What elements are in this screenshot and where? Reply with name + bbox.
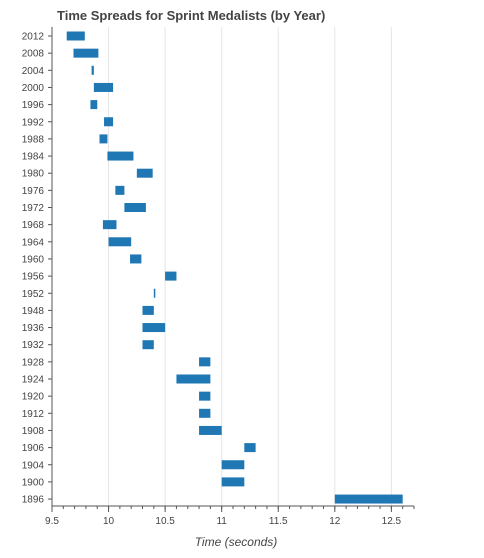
x-tick-label: 11.5 bbox=[269, 516, 288, 527]
bar-1960 bbox=[130, 254, 142, 264]
bar-1988 bbox=[99, 134, 108, 144]
x-tick-label: 10.5 bbox=[155, 516, 175, 527]
bar-1932 bbox=[142, 340, 154, 350]
bar-1912 bbox=[199, 408, 211, 418]
y-tick-label: 1952 bbox=[22, 289, 45, 300]
bar-2000 bbox=[93, 82, 114, 92]
y-tick-label: 2012 bbox=[22, 32, 45, 43]
bar-1948 bbox=[142, 305, 154, 315]
bar-1968 bbox=[102, 220, 117, 230]
bar-1936 bbox=[142, 323, 166, 333]
y-tick-label: 1904 bbox=[22, 460, 45, 471]
bar-1924 bbox=[176, 374, 211, 384]
y-tick-label: 1968 bbox=[22, 220, 45, 231]
y-tick-label: 1936 bbox=[22, 323, 45, 334]
y-tick-label: 1948 bbox=[22, 306, 45, 317]
x-tick-label: 12.5 bbox=[382, 516, 402, 527]
y-tick-label: 1906 bbox=[22, 443, 45, 454]
y-tick-label: 1956 bbox=[22, 272, 45, 283]
y-tick-label: 1976 bbox=[22, 186, 45, 197]
y-tick-label: 2004 bbox=[22, 66, 45, 77]
y-tick-label: 1988 bbox=[22, 134, 45, 145]
x-tick-label: 12 bbox=[329, 516, 341, 527]
x-tick-label: 9.5 bbox=[45, 516, 59, 527]
y-axis: 2012 2008 2004 2000 1996 1992 1988 1984 1980 1976… bbox=[22, 27, 53, 506]
y-tick-label: 1984 bbox=[22, 152, 45, 163]
bar-1920 bbox=[199, 391, 211, 401]
x-tick-label: 11 bbox=[216, 516, 227, 527]
bar-2004 bbox=[91, 65, 94, 75]
bar-1976 bbox=[115, 185, 125, 195]
y-tick-label: 1928 bbox=[22, 357, 45, 368]
bar-1964 bbox=[108, 237, 132, 247]
bar-1952 bbox=[153, 288, 156, 298]
bar-1906 bbox=[244, 443, 256, 453]
bar-1980 bbox=[136, 168, 153, 178]
grid bbox=[51, 27, 392, 506]
y-tick-label: 1900 bbox=[22, 477, 45, 488]
x-axis: 9.5 10 10.5 11 11.5 12 12.5 bbox=[45, 505, 415, 527]
y-tick-label: 1912 bbox=[22, 409, 45, 420]
chart-title: Time Spreads for Sprint Medalists (by Ye… bbox=[57, 8, 325, 23]
bar-1972 bbox=[124, 203, 146, 212]
y-tick-label: 1920 bbox=[22, 392, 45, 403]
bar-1996 bbox=[90, 100, 98, 110]
y-tick-label: 2008 bbox=[22, 49, 45, 60]
x-axis-label: Time (seconds) bbox=[195, 535, 278, 549]
bar-1900 bbox=[221, 477, 245, 487]
bar-2012 bbox=[66, 31, 85, 41]
x-tick-label: 10 bbox=[103, 516, 115, 527]
y-tick-label: 1908 bbox=[22, 426, 45, 437]
bar-1896 bbox=[334, 494, 403, 504]
y-tick-label: 1996 bbox=[22, 100, 45, 111]
bar-1904 bbox=[221, 460, 245, 470]
bar-1992 bbox=[104, 117, 114, 127]
y-tick-label: 1980 bbox=[22, 169, 45, 180]
y-tick-label: 1992 bbox=[22, 117, 45, 128]
y-tick-label: 1960 bbox=[22, 254, 45, 265]
bar-1984 bbox=[107, 151, 134, 161]
bar-1928 bbox=[199, 357, 211, 367]
y-tick-label: 1896 bbox=[22, 495, 45, 506]
bar-1956 bbox=[165, 271, 177, 281]
bar-1908 bbox=[199, 425, 222, 435]
bar-2008 bbox=[73, 48, 99, 58]
y-tick-label: 1932 bbox=[22, 340, 45, 351]
y-tick-label: 2000 bbox=[22, 83, 45, 94]
y-tick-label: 1964 bbox=[22, 237, 45, 248]
y-tick-label: 1972 bbox=[22, 203, 45, 214]
y-tick-label: 1924 bbox=[22, 375, 45, 386]
bars bbox=[66, 31, 403, 504]
